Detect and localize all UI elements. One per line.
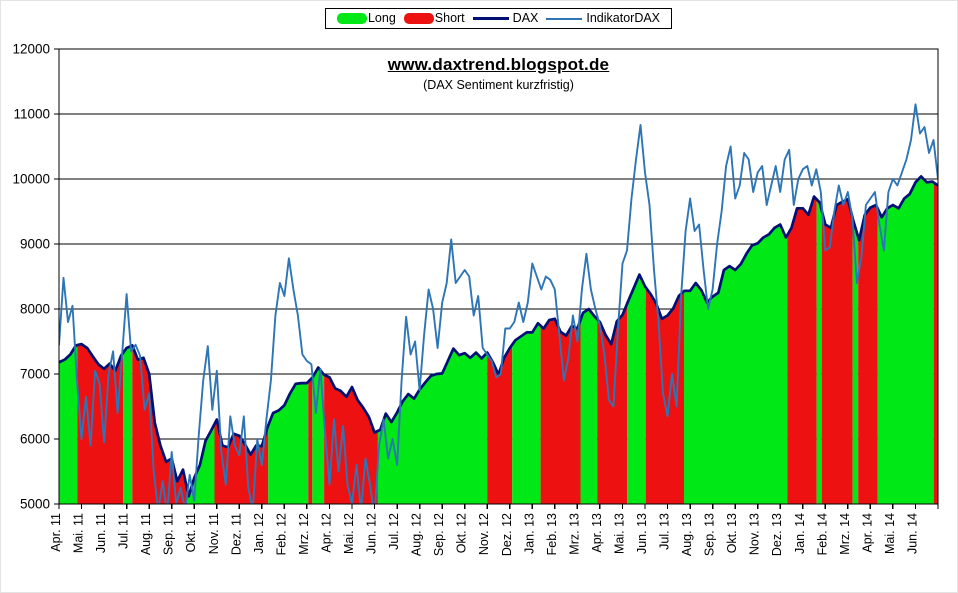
x-tick-label: Aug. 12 (410, 513, 424, 556)
x-tick-label: Mrz. 12 (297, 513, 311, 555)
x-tick-label: Jun. 14 (905, 513, 919, 554)
signal-area-long (512, 323, 541, 504)
x-tick-label: Apr. 13 (590, 513, 604, 553)
x-tick-label: Nov. 12 (477, 513, 491, 555)
x-tick-label: Sep. 11 (162, 513, 176, 555)
y-tick-label: 12000 (12, 42, 50, 57)
x-tick-label: Okt. 11 (184, 513, 198, 552)
signal-area-short (933, 182, 938, 504)
legend-label: IndikatorDAX (586, 11, 661, 25)
x-tick-label: Dez. 13 (770, 513, 784, 556)
plot-border (58, 48, 939, 505)
x-tick-label: Feb. 13 (545, 513, 559, 555)
legend-item-long: Long (336, 11, 396, 26)
signal-area-long (580, 309, 598, 504)
x-tick-label: Mrz. 13 (567, 513, 581, 555)
x-tick-label: Sep. 12 (432, 513, 446, 556)
x-tick-label: Mai. 14 (883, 513, 897, 554)
x-tick-label: Jan. 13 (522, 513, 536, 554)
signal-area-short (821, 199, 853, 504)
y-tick-label: 9000 (20, 237, 50, 252)
x-tick-label: Jun. 11 (94, 513, 108, 553)
signal-area-short (487, 344, 513, 504)
x-tick-label: Feb. 14 (815, 513, 829, 555)
y-tick-label: 10000 (12, 172, 50, 187)
signal-area-short (77, 344, 124, 504)
signal-area-long (59, 345, 78, 504)
short-swatch (403, 13, 434, 24)
x-tick-label: Jul. 11 (117, 513, 131, 549)
signal-area-long (877, 176, 934, 504)
x-tick-label: Dez. 11 (229, 513, 243, 555)
x-tick-label: Nov. 13 (748, 513, 762, 555)
signal-area-short (132, 345, 188, 504)
x-tick-label: Apr. 12 (319, 513, 333, 553)
x-tick-label: Mai. 13 (612, 513, 626, 554)
y-tick-label: 8000 (20, 302, 50, 317)
x-tick-label: Jul. 12 (387, 513, 401, 550)
y-tick-label: 7000 (20, 367, 50, 382)
signal-area-long (816, 199, 822, 504)
x-tick-label: Dez. 12 (500, 513, 514, 556)
y-tick-label: 11000 (13, 107, 50, 122)
signal-area-short (308, 377, 313, 504)
x-tick-label: Jun. 12 (365, 513, 379, 554)
x-tick-label: Mrz. 14 (838, 513, 852, 555)
signal-area-short (858, 205, 878, 504)
legend-label: DAX (512, 11, 539, 25)
signal-area-long (852, 217, 859, 504)
x-tick-label: Mai. 11 (72, 513, 86, 553)
legend-item-dax: DAX (472, 11, 539, 26)
y-tick-label: 5000 (20, 497, 50, 512)
indikatordax-line-sample (546, 17, 583, 20)
legend-row: Long Short DAX IndikatorDAX (59, 8, 938, 29)
x-tick-label: Jun. 13 (635, 513, 649, 554)
legend: Long Short DAX IndikatorDAX (324, 8, 673, 29)
legend-label: Short (434, 11, 465, 25)
signal-area-long (123, 345, 133, 504)
x-tick-label: Okt. 12 (455, 513, 469, 553)
signal-area-long (627, 274, 646, 504)
legend-label: Long (367, 11, 396, 25)
x-tick-label: Jan. 14 (793, 513, 807, 554)
x-tick-label: Aug. 13 (680, 513, 694, 556)
signal-area-short (787, 196, 817, 504)
x-tick-label: Feb. 12 (274, 513, 288, 555)
signal-area-short (540, 318, 581, 504)
signal-area-long (684, 224, 788, 504)
legend-item-indikatordax: IndikatorDAX (546, 11, 660, 26)
legend-item-short: Short (403, 11, 465, 26)
series-group (59, 103, 938, 504)
x-tick-label: Okt. 13 (725, 513, 739, 553)
x-tick-label: Jul. 13 (658, 513, 672, 550)
x-tick-label: Mai. 12 (342, 513, 356, 554)
y-tick-label: 6000 (20, 432, 50, 447)
x-tick-label: Jan. 12 (252, 513, 266, 554)
indikator-line (59, 103, 938, 504)
x-tick-label: Nov. 11 (207, 513, 221, 554)
dax-line-sample (472, 17, 509, 20)
long-swatch (336, 13, 367, 24)
x-tick-label: Sep. 13 (703, 513, 717, 556)
signal-area-long (377, 348, 488, 504)
signal-area-long (268, 381, 309, 504)
x-tick-label: Aug. 11 (139, 513, 153, 555)
x-tick-label: Apr. 11 (49, 513, 63, 552)
signal-area-short (645, 287, 684, 504)
x-tick-label: Apr. 14 (860, 513, 874, 553)
